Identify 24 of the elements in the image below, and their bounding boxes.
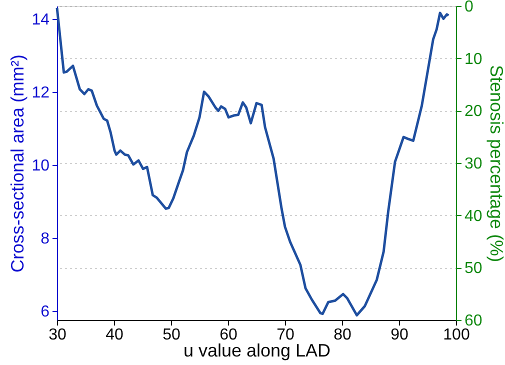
x-tick-label: 80 bbox=[334, 326, 352, 344]
y2-tick-label: 20 bbox=[464, 103, 482, 120]
line-series bbox=[56, 6, 450, 317]
x-tick-label: 70 bbox=[276, 326, 294, 344]
x-axis-title: u value along LAD bbox=[183, 340, 331, 360]
y2-tick-label: 10 bbox=[464, 50, 482, 68]
x-tick-label: 30 bbox=[48, 326, 66, 344]
x-tick-label: 100 bbox=[443, 326, 470, 344]
y-tick-label: 8 bbox=[40, 230, 50, 248]
x-tick-label: 40 bbox=[106, 326, 124, 344]
y2-axis-title: Stenosis percentage (%) bbox=[486, 64, 505, 262]
y2-tick-label: 0 bbox=[464, 0, 474, 16]
y2-tick-label: 50 bbox=[464, 260, 482, 278]
x-tick-label: 50 bbox=[162, 326, 180, 344]
x-tick-label: 90 bbox=[390, 326, 408, 344]
y-tick-label: 10 bbox=[32, 157, 50, 174]
y2-tick-label: 40 bbox=[464, 208, 482, 225]
y-tick-label: 14 bbox=[32, 11, 50, 28]
y2-tick-label: 60 bbox=[464, 312, 482, 330]
y2-tick-label: 30 bbox=[464, 156, 482, 172]
y-tick-label: 6 bbox=[40, 303, 50, 320]
x-tick-label: 60 bbox=[220, 326, 238, 344]
y-axis-title: Cross-sectional area (mm²) bbox=[8, 54, 28, 273]
y-tick-label: 12 bbox=[32, 84, 50, 102]
